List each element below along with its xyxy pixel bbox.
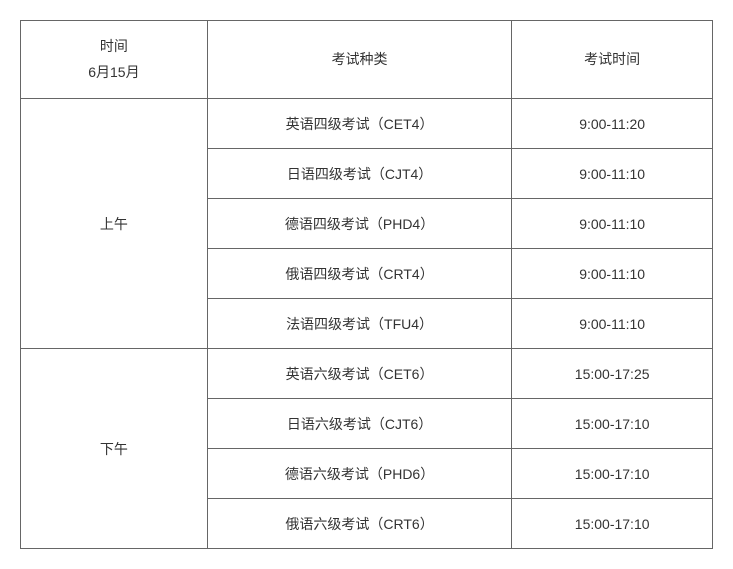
header-time-date: 时间 6月15月 xyxy=(21,21,208,99)
header-exam-type: 考试种类 xyxy=(207,21,511,99)
exam-time-cell: 9:00-11:20 xyxy=(512,99,713,149)
exam-type-cell: 英语四级考试（CET4） xyxy=(207,99,511,149)
exam-type-cell: 俄语四级考试（CRT4） xyxy=(207,249,511,299)
exam-type-cell: 德语四级考试（PHD4） xyxy=(207,199,511,249)
exam-type-cell: 法语四级考试（TFU4） xyxy=(207,299,511,349)
exam-type-cell: 日语四级考试（CJT4） xyxy=(207,149,511,199)
exam-time-cell: 15:00-17:25 xyxy=(512,349,713,399)
exam-time-cell: 15:00-17:10 xyxy=(512,399,713,449)
exam-time-cell: 15:00-17:10 xyxy=(512,449,713,499)
exam-type-cell: 日语六级考试（CJT6） xyxy=(207,399,511,449)
session-cell: 下午 xyxy=(21,349,208,549)
table-row: 上午英语四级考试（CET4）9:00-11:20 xyxy=(21,99,713,149)
header-date-label: 6月15月 xyxy=(21,60,207,85)
header-time-label: 时间 xyxy=(21,34,207,59)
exam-time-cell: 9:00-11:10 xyxy=(512,149,713,199)
table-body: 时间 6月15月 考试种类 考试时间 上午英语四级考试（CET4）9:00-11… xyxy=(21,21,713,549)
table-row: 下午英语六级考试（CET6）15:00-17:25 xyxy=(21,349,713,399)
exam-type-cell: 英语六级考试（CET6） xyxy=(207,349,511,399)
table-header-row: 时间 6月15月 考试种类 考试时间 xyxy=(21,21,713,99)
exam-type-cell: 俄语六级考试（CRT6） xyxy=(207,499,511,549)
header-exam-time: 考试时间 xyxy=(512,21,713,99)
exam-schedule-table: 时间 6月15月 考试种类 考试时间 上午英语四级考试（CET4）9:00-11… xyxy=(20,20,713,549)
exam-time-cell: 15:00-17:10 xyxy=(512,499,713,549)
exam-time-cell: 9:00-11:10 xyxy=(512,249,713,299)
exam-type-cell: 德语六级考试（PHD6） xyxy=(207,449,511,499)
exam-schedule-table-container: 时间 6月15月 考试种类 考试时间 上午英语四级考试（CET4）9:00-11… xyxy=(20,20,713,549)
exam-time-cell: 9:00-11:10 xyxy=(512,199,713,249)
session-cell: 上午 xyxy=(21,99,208,349)
exam-time-cell: 9:00-11:10 xyxy=(512,299,713,349)
